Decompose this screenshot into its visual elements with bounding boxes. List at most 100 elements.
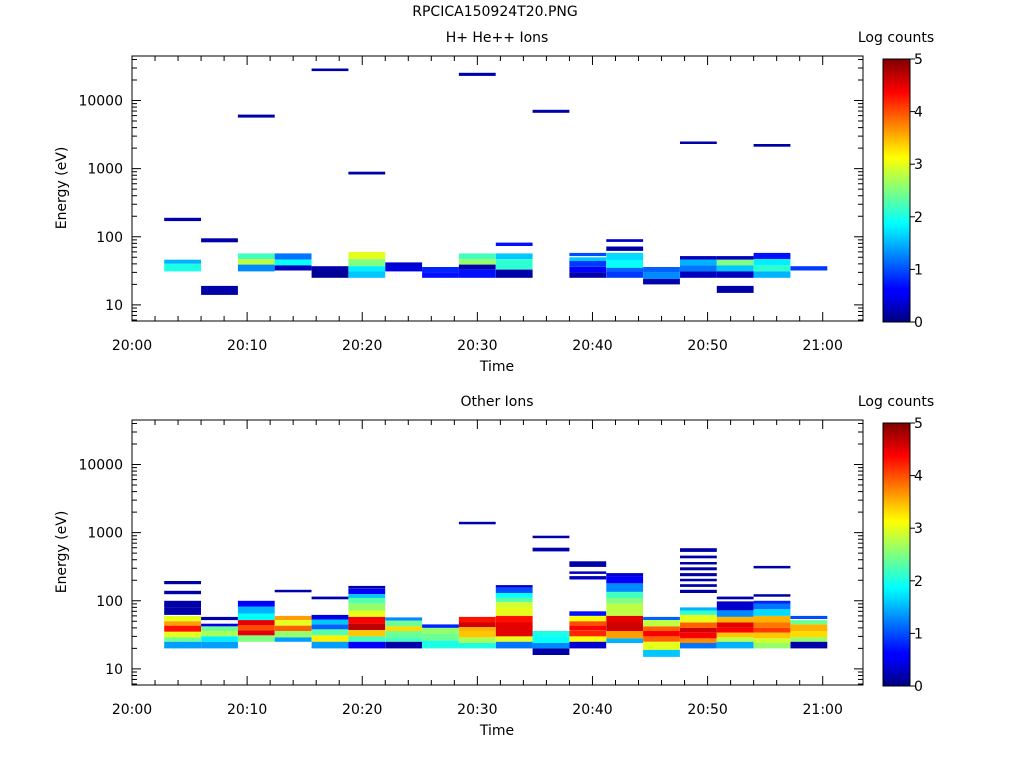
heatmap-cell (790, 641, 828, 649)
x-tick-label: 20:50 (687, 702, 727, 718)
heatmap-cell (201, 285, 238, 295)
heatmap-cell (385, 637, 423, 642)
panel-title: H+ He++ Ions (446, 30, 549, 46)
colorbar-tick-label: 2 (914, 210, 923, 226)
heatmap-cell (274, 253, 312, 260)
y-tick-label: 10 (105, 662, 123, 678)
heatmap-cell (753, 643, 791, 649)
heatmap-cell (753, 609, 791, 616)
x-tick-label: 20:40 (572, 702, 612, 718)
heatmap-cell (680, 141, 717, 144)
heatmap-cell (680, 638, 717, 643)
x-axis-label: Time (479, 359, 514, 375)
heatmap-cell (606, 583, 644, 592)
x-tick-label: 20:30 (457, 702, 497, 718)
x-axis-ticks: 20:00 20:10 20:20 20:30 20:40 20:50 21:00 (112, 56, 843, 354)
colorbar-ticks: 0 1 2 3 4 5 (910, 416, 923, 695)
heatmap-cell (532, 631, 570, 637)
heatmap-cell (164, 581, 201, 585)
heatmap-cell (532, 648, 570, 655)
heatmap-cell (237, 625, 275, 631)
heatmap-cell (348, 266, 386, 272)
y-tick-label: 100 (96, 594, 123, 610)
heatmap-cell (790, 624, 828, 631)
y-tick-label: 1000 (87, 526, 123, 542)
heatmap-cell (458, 622, 496, 628)
heatmap-cell (569, 561, 607, 567)
heatmap-cell (495, 597, 533, 603)
heatmap-cell (753, 259, 791, 266)
heatmap-cell (495, 602, 533, 608)
heatmap-cell (458, 637, 496, 643)
plot-frame (131, 419, 864, 686)
heatmap-cell (311, 624, 349, 630)
y-axis-ticks: 10 100 1000 10000 (78, 422, 863, 685)
heatmap-cell (201, 623, 238, 627)
heatmap-cell (422, 633, 459, 641)
x-tick-label: 20:10 (227, 702, 267, 718)
heatmap-cell (790, 266, 828, 271)
heatmap-cell (311, 635, 349, 642)
heatmap-cell (164, 217, 201, 222)
heatmap-cell (495, 636, 533, 642)
heatmap-cell (348, 603, 386, 611)
heatmap-cell (237, 630, 275, 636)
heatmap-cell (643, 631, 680, 637)
colorbar-ticks: 0 1 2 3 4 5 (910, 52, 923, 331)
heatmap-cell (753, 603, 791, 610)
heatmap-cell (753, 252, 791, 260)
heatmap-cell (164, 615, 201, 622)
heatmap-cell (643, 272, 680, 279)
heatmap-cell (422, 272, 459, 278)
heatmap-cell (164, 637, 201, 642)
heatmap-cell (569, 641, 607, 649)
heatmap-cell (495, 585, 533, 588)
heatmap-cell (385, 641, 423, 649)
heatmap-cell (164, 259, 201, 264)
heatmap-cell (569, 267, 607, 273)
heatmap-cell (606, 239, 644, 242)
heatmap-cell (680, 627, 717, 633)
y-tick-label: 100 (96, 230, 123, 246)
colorbar-label: Log counts (858, 394, 934, 410)
heatmap-cell (274, 631, 312, 638)
heatmap-cell (680, 573, 717, 577)
heatmap-cell (237, 264, 275, 272)
heatmap-cell (716, 601, 754, 605)
heatmap-cell (716, 256, 754, 260)
colorbar-tick-label: 1 (914, 262, 923, 278)
heatmap-cell (495, 641, 533, 649)
heatmap-cell (680, 610, 717, 615)
heatmap-cell (680, 562, 717, 565)
heatmap-cell (348, 636, 386, 642)
x-tick-label: 20:00 (112, 702, 152, 718)
heatmap-cell (680, 271, 717, 278)
x-tick-label: 21:00 (803, 702, 843, 718)
heatmap-cell (753, 265, 791, 272)
y-axis-label: Energy (eV) (54, 147, 70, 230)
heatmap-cell (348, 597, 386, 604)
heatmap-cell (716, 610, 754, 617)
heatmap-cell (569, 571, 607, 574)
heatmap-cell (201, 631, 238, 637)
heatmap-cell (164, 625, 201, 632)
heatmap-cell (237, 635, 275, 642)
heatmap-cell (753, 594, 791, 597)
heatmap-cell (348, 271, 386, 278)
x-axis-label: Time (479, 723, 514, 739)
heatmap-cell (716, 622, 754, 628)
heatmap-cell (237, 253, 275, 260)
heatmap-cell (753, 144, 791, 147)
figure-title: RPCICA150924T20.PNG (412, 4, 578, 20)
heatmap-cell (348, 588, 386, 595)
heatmap-cell (237, 613, 275, 621)
x-axis-ticks: 20:00 20:10 20:20 20:30 20:40 20:50 21:00 (112, 420, 843, 718)
y-tick-label: 10000 (78, 458, 123, 474)
heatmap-cell (680, 265, 717, 272)
heatmap-cell (532, 109, 570, 113)
colorbar-tick-label: 4 (914, 105, 923, 121)
heatmap-cell (716, 259, 754, 266)
heatmap-cell (348, 641, 386, 649)
colorbar-tick-label: 5 (914, 52, 923, 68)
heatmap-cell (274, 615, 312, 621)
